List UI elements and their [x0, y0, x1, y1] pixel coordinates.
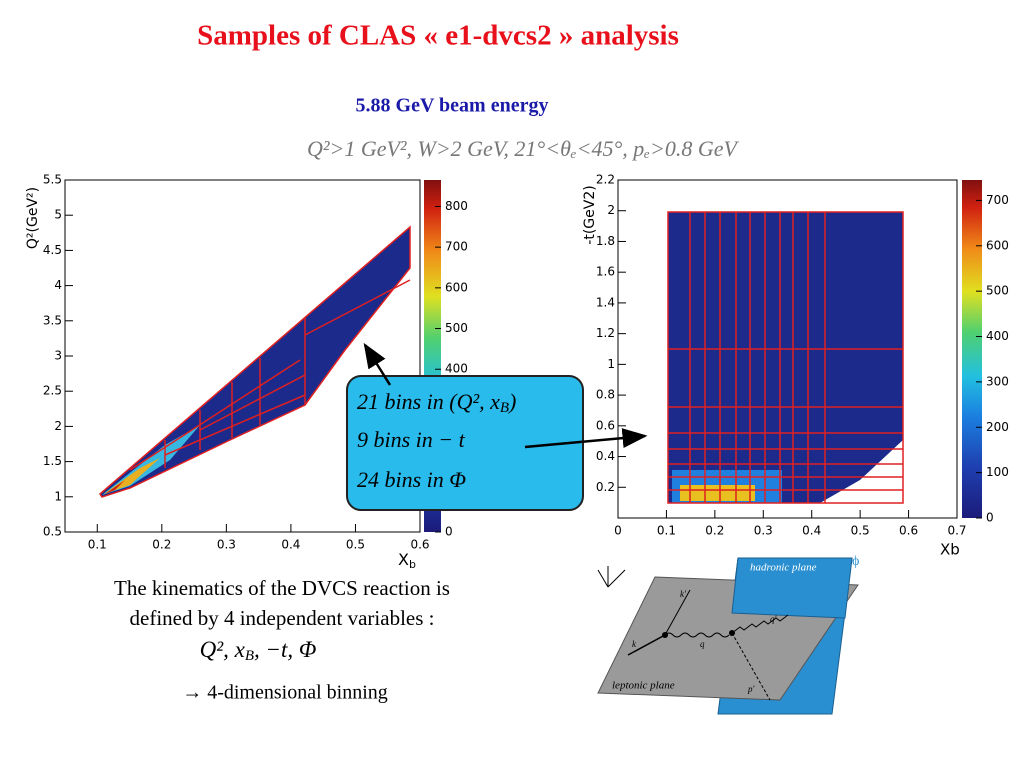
heatmap2-core: [680, 485, 755, 501]
colorbar-tick-label: 0: [445, 525, 453, 539]
colorbar-tick-label: 600: [986, 238, 1009, 252]
callout-line: 9 bins in − t: [357, 427, 466, 452]
y-tick-label: 4: [54, 278, 62, 292]
colorbar-tick-label: 700: [445, 240, 468, 254]
arrow: [524, 428, 648, 449]
x-tick-label: 0.6: [899, 524, 918, 538]
y-axis-label: Q²(GeV²): [25, 187, 41, 249]
arrow: [363, 342, 392, 386]
y-tick-label: 1: [607, 357, 615, 371]
text-line: The kinematics of the DVCS reaction is: [114, 576, 450, 600]
x-tick-label: 0.2: [705, 524, 724, 538]
y-tick-label: 2.5: [43, 384, 62, 398]
bins2: [667, 211, 904, 504]
y-tick-label: 1: [54, 489, 62, 503]
y-tick-label: 1.5: [43, 454, 62, 468]
heatmap1-hot: [102, 425, 200, 495]
colorbar-tick-label: 600: [445, 280, 468, 294]
x-tick-label: 0.3: [217, 538, 236, 552]
y-tick-label: 0.6: [596, 418, 615, 432]
x-tick-label: 0.1: [88, 538, 107, 552]
callout-line: 21 bins in (Q², xB): [357, 389, 516, 416]
heatmap1-peak: [105, 480, 125, 494]
colorbar-tick-label: 800: [445, 199, 468, 213]
y-tick-label: 0.2: [596, 480, 615, 494]
y-tick-label: 1.2: [596, 326, 615, 340]
callout-box: [346, 375, 584, 511]
colorbar-tick-label: 300: [986, 374, 1009, 388]
x-axis-label: Xb: [940, 541, 960, 559]
colorbar-tick-label: 400: [986, 329, 1009, 343]
x-tick-label: 0.4: [281, 538, 300, 552]
variables: Q², xB, −t, Φ: [200, 637, 317, 664]
y-tick-label: 3.5: [43, 313, 62, 327]
colorbar-tick-label: 0: [986, 511, 994, 525]
x-tick-label: 0: [614, 524, 622, 538]
colorbar-tick-label: 100: [986, 465, 1009, 479]
x-tick-label: 0.2: [152, 538, 171, 552]
x-tick-label: 0.5: [851, 524, 870, 538]
y-tick-label: 5: [54, 208, 62, 222]
diagram-label: p': [747, 684, 756, 694]
y-tick-label: 1.6: [596, 265, 615, 279]
y-tick-label: 0.8: [596, 388, 615, 402]
diagram-label: k: [632, 639, 637, 649]
callout-line: 24 bins in Φ: [357, 467, 466, 492]
x-tick-label: 0.1: [657, 524, 676, 538]
diagram-label: k': [680, 589, 687, 599]
colorbar2: [962, 180, 982, 518]
text-line: → 4-dimensional binning: [182, 682, 388, 704]
y-tick-label: 1.8: [596, 234, 615, 248]
title: Samples of CLAS « e1-dvcs2 » analysis: [197, 20, 679, 52]
y-tick-label: 0.5: [43, 525, 62, 539]
colorbar-tick-label: 400: [445, 362, 468, 376]
text-line: defined by 4 independent variables :: [130, 606, 435, 630]
x-tick-label: 0.3: [754, 524, 773, 538]
y-tick-label: 2.2: [596, 173, 615, 187]
colorbar-tick-label: 200: [986, 420, 1009, 434]
y-axis-label: -t(GeV2): [582, 185, 598, 244]
y-tick-label: 3: [54, 349, 62, 363]
y-tick-label: 2: [607, 203, 615, 217]
x-tick-label: 0.7: [947, 524, 966, 538]
x-tick-label: 0.6: [410, 538, 429, 552]
x-tick-label: 0.5: [346, 538, 365, 552]
heatmap2: [668, 212, 903, 503]
colorbar-tick-label: 500: [986, 284, 1009, 298]
x-axis-label: Xb: [398, 550, 416, 572]
cuts: Q²>1 GeV², W>2 GeV, 21°<θₑ<45°, pₑ>0.8 G…: [307, 136, 740, 161]
y-tick-label: 0.4: [596, 449, 615, 463]
diagram-label: q': [770, 614, 778, 624]
diagram-label: leptonic plane: [612, 680, 675, 692]
diagram: [597, 557, 859, 715]
subtitle: 5.88 GeV beam energy: [356, 95, 549, 117]
diagram-label: q: [700, 639, 705, 649]
diagram-label: hadronic plane: [750, 562, 817, 574]
x-tick-label: 0.4: [802, 524, 821, 538]
y-tick-label: 4.5: [43, 243, 62, 257]
y-tick-label: 1.4: [596, 295, 615, 309]
diagram-label: ϕ: [852, 554, 859, 569]
colorbar-tick-label: 700: [986, 193, 1009, 207]
bins1: [99, 225, 411, 498]
y-tick-label: 2: [54, 419, 62, 433]
colorbar-tick-label: 500: [445, 321, 468, 335]
y-tick-label: 5.5: [43, 173, 62, 187]
